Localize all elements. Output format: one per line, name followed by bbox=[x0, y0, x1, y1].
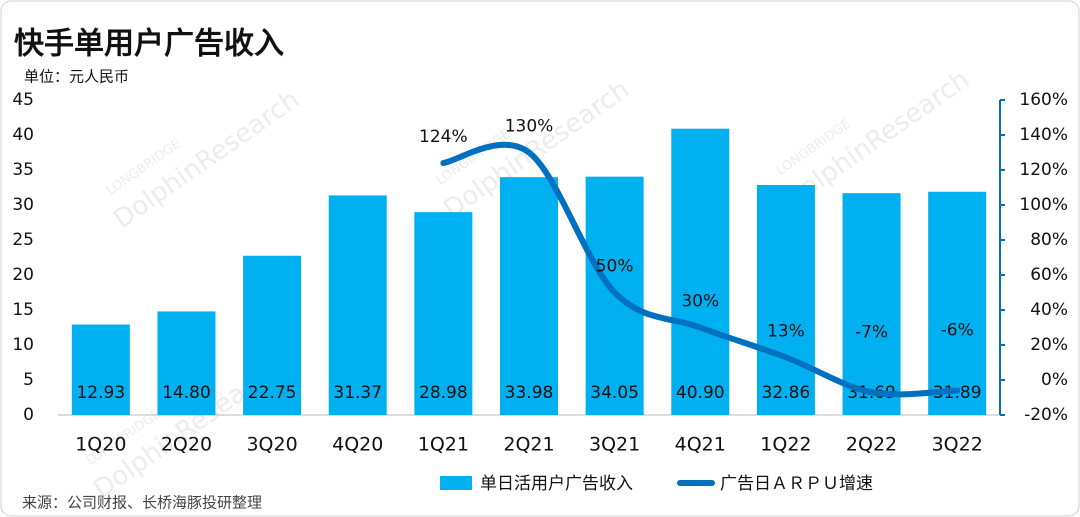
y2-tick-label: 80% bbox=[1030, 230, 1068, 250]
bar bbox=[328, 195, 387, 415]
bar bbox=[500, 177, 558, 415]
bar bbox=[842, 193, 901, 415]
chart-title: 快手单用户广告收入 bbox=[14, 27, 284, 62]
y-tick-label: 15 bbox=[12, 300, 34, 320]
bar bbox=[756, 184, 815, 415]
bar-value-label: 32.86 bbox=[762, 383, 811, 403]
x-tick-label: 4Q20 bbox=[332, 434, 383, 456]
bar bbox=[414, 212, 473, 415]
y2-tick-label: -20% bbox=[1024, 405, 1068, 425]
bar-value-label: 22.75 bbox=[248, 383, 297, 403]
bar bbox=[243, 255, 302, 415]
source-note: 来源：公司财报、长桥海豚投研整理 bbox=[22, 494, 262, 512]
legend-label: 广告日ＡＲＰＵ增速 bbox=[720, 474, 873, 494]
y-tick-label: 35 bbox=[12, 160, 34, 180]
line-value-label: -6% bbox=[941, 321, 974, 341]
chart-subtitle: 单位：元人民币 bbox=[24, 68, 129, 86]
bar-value-label: 31.37 bbox=[333, 383, 382, 403]
legend-label: 单日活用户广告收入 bbox=[480, 474, 633, 494]
line-value-label: -7% bbox=[855, 322, 888, 342]
x-tick-label: 1Q21 bbox=[418, 434, 469, 456]
y-tick-label: 40 bbox=[12, 125, 34, 145]
y2-tick-label: 140% bbox=[1019, 125, 1068, 145]
legend-swatch bbox=[440, 476, 472, 490]
bar bbox=[671, 128, 730, 415]
bar bbox=[928, 191, 987, 415]
x-tick-label: 1Q20 bbox=[75, 434, 126, 456]
line-value-label: 13% bbox=[767, 321, 805, 341]
x-tick-label: 4Q21 bbox=[675, 434, 726, 456]
y-tick-label: 45 bbox=[12, 90, 34, 110]
y-tick-label: 0 bbox=[23, 405, 34, 425]
y-tick-label: 5 bbox=[23, 370, 34, 390]
x-tick-label: 3Q21 bbox=[589, 434, 640, 456]
y2-tick-label: 20% bbox=[1030, 335, 1068, 355]
x-tick-label: 2Q21 bbox=[503, 434, 554, 456]
bar-value-label: 33.98 bbox=[505, 383, 554, 403]
x-tick-label: 2Q20 bbox=[161, 434, 212, 456]
y-tick-label: 30 bbox=[12, 195, 34, 215]
bar-value-label: 34.05 bbox=[590, 383, 639, 403]
line-value-label: 50% bbox=[596, 257, 634, 277]
bar-value-label: 12.93 bbox=[76, 383, 125, 403]
x-tick-label: 3Q22 bbox=[932, 434, 983, 456]
y2-tick-label: 60% bbox=[1030, 265, 1068, 285]
x-tick-label: 1Q22 bbox=[760, 434, 811, 456]
y2-tick-label: 0% bbox=[1041, 370, 1068, 390]
x-tick-label: 2Q22 bbox=[846, 434, 897, 456]
line-value-label: 30% bbox=[681, 292, 719, 312]
y2-tick-label: 100% bbox=[1019, 195, 1068, 215]
y-tick-label: 10 bbox=[12, 335, 34, 355]
line bbox=[440, 141, 961, 398]
line-value-label: 124% bbox=[419, 127, 468, 147]
y-tick-label: 20 bbox=[12, 265, 34, 285]
bar-value-label: 14.80 bbox=[162, 383, 211, 403]
y2-tick-label: 40% bbox=[1030, 300, 1068, 320]
bar bbox=[157, 311, 216, 415]
bar bbox=[71, 324, 130, 415]
y2-tick-label: 120% bbox=[1019, 160, 1068, 180]
x-tick-label: 3Q20 bbox=[246, 434, 297, 456]
bar-value-label: 28.98 bbox=[419, 383, 468, 403]
line-value-label: 130% bbox=[505, 117, 554, 137]
y2-tick-label: 160% bbox=[1019, 90, 1068, 110]
y-tick-label: 25 bbox=[12, 230, 34, 250]
bar-value-label: 40.90 bbox=[676, 383, 725, 403]
